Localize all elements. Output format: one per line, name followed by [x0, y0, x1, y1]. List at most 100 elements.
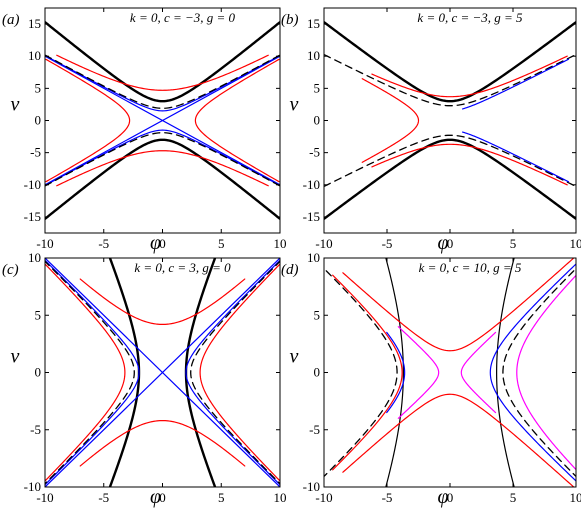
y-tick-label: 0 — [35, 365, 42, 380]
y-tick-label: 0 — [314, 113, 321, 128]
y-tick-label: -10 — [303, 479, 320, 494]
series-black-thin-0-right — [496, 258, 515, 487]
series-blue-3-diag2 — [45, 258, 280, 487]
y-tick-label: -5 — [30, 145, 41, 160]
x-tick-label: -5 — [98, 490, 109, 505]
series-red-1-right — [199, 263, 280, 482]
series-black-dashed-6-left — [324, 267, 398, 478]
series-red-1-upper — [342, 258, 575, 352]
y-axis-label: v — [290, 346, 299, 368]
x-tick-label: -10 — [36, 236, 53, 251]
panel-d: -10 -5 0 5 10 10 5 0 -5 -10 φ v (d) k = 0, c = 10, g … — [281, 250, 581, 508]
panel-tag: (d) — [281, 262, 299, 278]
series-black-thick-0-upper — [45, 20, 280, 103]
y-tick-label: 5 — [314, 307, 321, 322]
x-tick-label: -5 — [382, 490, 393, 505]
series-red-2-right — [194, 58, 280, 183]
x-tick-label: 0 — [447, 490, 454, 505]
y-tick-label: 10 — [28, 48, 41, 63]
series-black-dashed-6-right — [502, 267, 576, 478]
series-magenta-3-left — [397, 326, 440, 419]
y-axis-label: v — [290, 94, 299, 116]
series-black-dashed-3-lower — [324, 134, 576, 188]
series-black-dashed-5-left — [45, 260, 135, 485]
series-red-1-lower — [342, 393, 575, 487]
axes-frame — [323, 7, 577, 234]
x-tick-label: 5 — [510, 490, 517, 505]
series-blue-8-left — [386, 331, 406, 414]
series-red-1-left — [45, 263, 126, 482]
x-tick-label: 5 — [218, 490, 225, 505]
x-tick-label: 5 — [218, 236, 225, 251]
y-tick-label: 0 — [35, 113, 42, 128]
panel-a: -10 -5 0 5 10 15 10 5 0 -5 -10 -15 φ v (a) k = 0, c = −… — [2, 7, 287, 254]
series-red-1-upper — [56, 54, 269, 91]
panel-tag: (b) — [281, 12, 299, 28]
series-red-2-left — [361, 78, 420, 163]
y-axis-label: v — [11, 94, 20, 116]
series-red-1-upper — [371, 55, 568, 98]
series-red-2-lower — [79, 419, 246, 467]
x-tick-label: 0 — [159, 236, 166, 251]
x-axis-label: φ — [150, 232, 161, 254]
curves — [45, 258, 280, 487]
series-magenta-5-right — [516, 274, 576, 471]
series-blue-4-right — [185, 259, 280, 486]
series-black-thick-0-lower — [324, 138, 576, 221]
x-tick-label: -10 — [315, 236, 332, 251]
series-red-1-lower — [371, 143, 568, 186]
x-tick-label: -10 — [315, 490, 332, 505]
y-tick-label: -5 — [309, 422, 320, 437]
panel-title: k = 0, c = −3, g = 0 — [130, 10, 236, 25]
series-red-1-lower — [56, 150, 269, 187]
panel-tag: (a) — [2, 12, 20, 28]
series-blue-4-upper — [45, 54, 280, 112]
y-tick-label: 15 — [28, 16, 41, 31]
x-tick-label: 10 — [274, 236, 287, 251]
y-tick-label: 15 — [307, 16, 320, 31]
series-red-2-left — [45, 58, 131, 183]
x-axis-label: φ — [437, 486, 448, 508]
x-tick-label: -10 — [36, 490, 53, 505]
y-tick-label: 5 — [35, 307, 42, 322]
y-tick-label: 10 — [307, 48, 320, 63]
x-tick-label: -5 — [98, 236, 109, 251]
x-tick-label: 0 — [447, 236, 454, 251]
curves — [324, 20, 576, 221]
curves — [45, 20, 280, 221]
series-blue-3-diag2 — [45, 55, 280, 186]
series-magenta-4-right — [460, 331, 497, 414]
y-tick-label: 5 — [314, 80, 321, 95]
panel-title: k = 0, c = 3, g = 0 — [134, 260, 231, 275]
x-tick-label: 10 — [570, 236, 581, 251]
series-black-dashed-5-right — [190, 260, 280, 485]
series-red-2-left — [332, 274, 403, 471]
panel-b: -10 -5 0 5 10 15 10 5 0 -5 -10 -15 φ v (b) k = 0, c = −… — [281, 7, 581, 254]
y-tick-label: -10 — [303, 177, 320, 192]
series-black-thick-0-upper — [324, 20, 576, 103]
y-axis-label: v — [11, 346, 20, 368]
series-black-thin-0-left — [385, 258, 404, 487]
panel-c: -10 -5 0 5 10 10 5 0 -5 -10 φ v (c) k = 0, c = 3, g =… — [2, 250, 287, 508]
series-red-2-upper — [79, 278, 246, 326]
x-tick-label: -5 — [382, 236, 393, 251]
axes-frame — [323, 257, 577, 488]
panel-title: k = 0, c = 10, g = 5 — [419, 260, 522, 275]
y-tick-label: 0 — [314, 365, 321, 380]
series-blue-4-lower — [45, 129, 280, 187]
y-tick-label: -10 — [24, 479, 41, 494]
y-tick-label: 5 — [35, 80, 42, 95]
y-tick-label: -10 — [24, 177, 41, 192]
y-tick-label: -5 — [30, 422, 41, 437]
series-blue-4-left — [45, 259, 140, 486]
series-blue-7-right — [489, 263, 576, 482]
x-tick-label: 10 — [570, 490, 581, 505]
x-tick-label: 5 — [510, 236, 517, 251]
series-blue-4-upper — [462, 58, 570, 110]
y-tick-label: -15 — [24, 209, 41, 224]
y-tick-label: -5 — [309, 145, 320, 160]
x-tick-label: 0 — [159, 490, 166, 505]
series-black-thick-0-lower — [45, 138, 280, 221]
x-axis-label: φ — [437, 232, 448, 254]
